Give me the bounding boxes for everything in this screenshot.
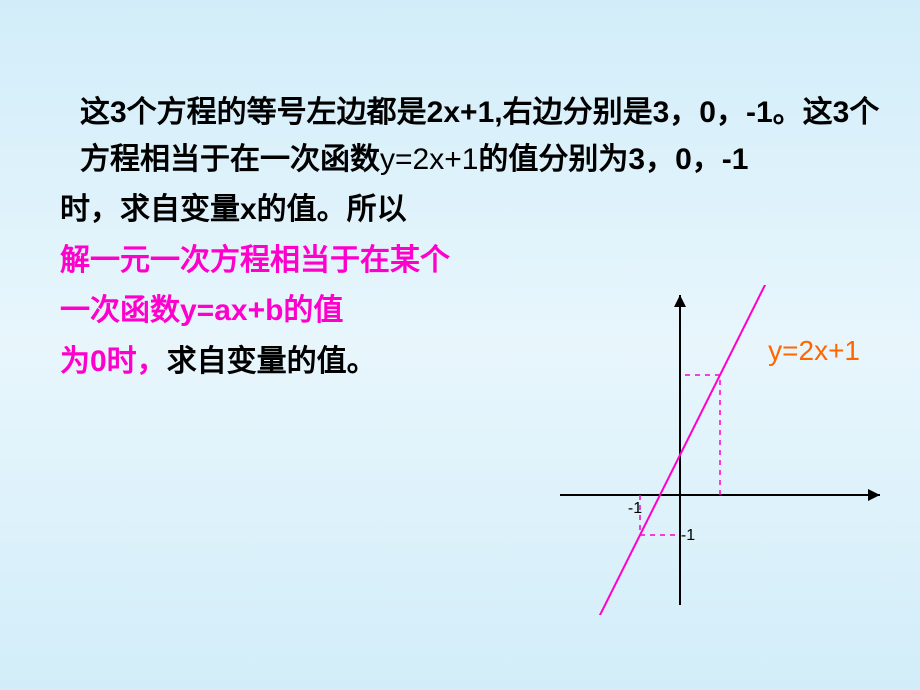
linear-function-chart: y=2x+1 -1-1	[550, 285, 890, 615]
line-2: 时，求自变量x的值。所以	[60, 187, 880, 234]
line-5b: 求自变量的值。	[167, 345, 377, 378]
svg-text:-1: -1	[681, 527, 695, 544]
intro-text-2: 的值分别为3，0，-1	[478, 143, 748, 176]
svg-text:-1: -1	[628, 500, 642, 517]
intro-paragraph: 这3个方程的等号左边都是2x+1,右边分别是3，0，-1。这3个方程相当于在一次…	[80, 90, 880, 183]
intro-eqn: y=2x+1	[380, 143, 478, 176]
line-3: 解一元一次方程相当于在某个	[60, 238, 880, 285]
chart-svg: -1 -1	[550, 285, 890, 615]
line-5a: 为0时，	[60, 345, 167, 378]
